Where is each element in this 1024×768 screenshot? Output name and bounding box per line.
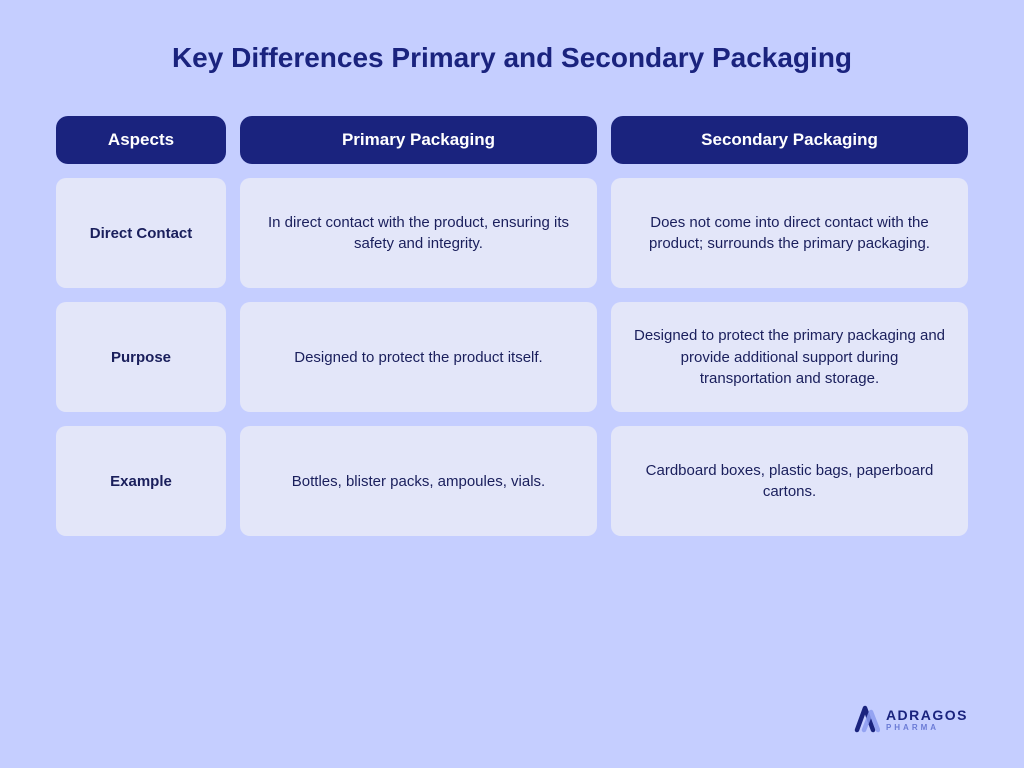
table-header-primary: Primary Packaging bbox=[240, 116, 597, 164]
table-row-primary: Bottles, blister packs, ampoules, vials. bbox=[240, 426, 597, 536]
table-header-aspects: Aspects bbox=[56, 116, 226, 164]
logo-icon bbox=[850, 702, 880, 736]
table-row-secondary: Designed to protect the primary packagin… bbox=[611, 302, 968, 412]
table-row-primary: Designed to protect the product itself. bbox=[240, 302, 597, 412]
table-row-secondary: Cardboard boxes, plastic bags, paperboar… bbox=[611, 426, 968, 536]
table-row-primary: In direct contact with the product, ensu… bbox=[240, 178, 597, 288]
brand-logo: ADRAGOS PHARMA bbox=[850, 702, 968, 736]
table-row-secondary: Does not come into direct contact with t… bbox=[611, 178, 968, 288]
comparison-table: Aspects Primary Packaging Secondary Pack… bbox=[56, 116, 968, 536]
table-row-aspect: Purpose bbox=[56, 302, 226, 412]
table-row-aspect: Example bbox=[56, 426, 226, 536]
page-title: Key Differences Primary and Secondary Pa… bbox=[56, 40, 968, 76]
table-row-aspect: Direct Contact bbox=[56, 178, 226, 288]
table-header-secondary: Secondary Packaging bbox=[611, 116, 968, 164]
logo-main-text: ADRAGOS bbox=[886, 707, 968, 723]
logo-sub-text: PHARMA bbox=[886, 723, 968, 732]
